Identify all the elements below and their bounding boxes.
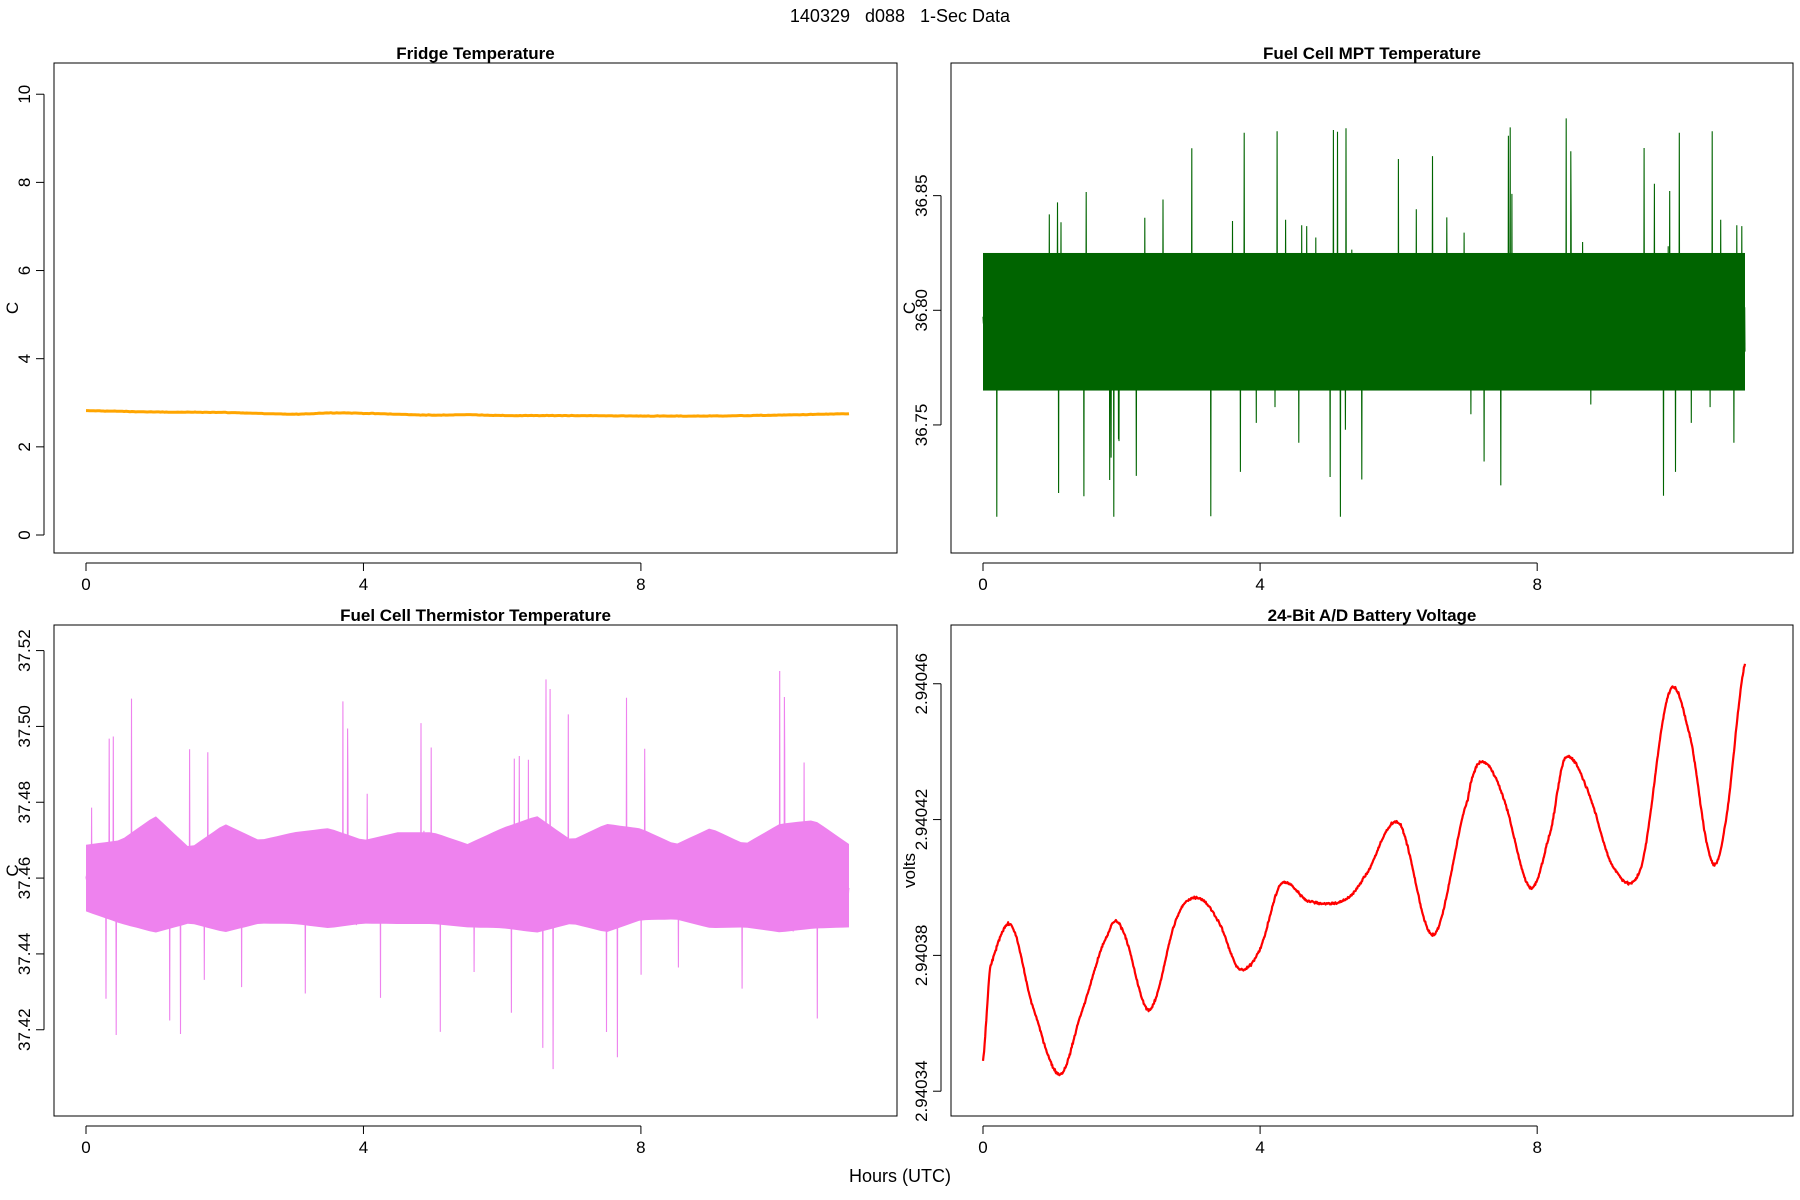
y-axis: 36.75 36.80 36.85 [912, 174, 942, 447]
y-axis-label: C [3, 864, 22, 876]
plot-frame [950, 624, 1794, 1117]
plot-frame [53, 624, 898, 1117]
y-tick-label: 36.75 [912, 404, 931, 447]
x-tick-label: 0 [81, 575, 90, 594]
panel-title: 24-Bit A/D Battery Voltage [1268, 606, 1477, 625]
panel-title: Fridge Temperature [396, 44, 554, 63]
series-trace [981, 663, 1747, 1077]
plot-frame [950, 62, 1794, 554]
x-tick-label: 0 [81, 1138, 90, 1157]
series-line [982, 118, 1746, 517]
y-axis: 37.42 37.44 37.46 37.48 37.50 37.52 [15, 629, 45, 1051]
x-tick-label: 4 [359, 1138, 368, 1157]
y-tick-label: 8 [15, 178, 34, 187]
y-axis-label: C [3, 302, 22, 314]
x-tick-label: 4 [359, 575, 368, 594]
x-axis: 0 4 8 [978, 562, 1542, 594]
x-tick-label: 4 [1255, 575, 1264, 594]
x-tick-label: 0 [978, 575, 987, 594]
x-tick-label: 8 [636, 575, 645, 594]
x-tick-label: 8 [1532, 575, 1541, 594]
y-axis: 0 2 4 6 8 10 [15, 85, 45, 540]
panel-0: Fridge Temperature C 0 4 8 0 2 4 6 8 10 [3, 44, 898, 594]
y-tick-label: 0 [15, 530, 34, 539]
y-tick-label: 36.80 [912, 289, 931, 332]
y-tick-label: 37.48 [15, 781, 34, 824]
x-axis: 0 4 8 [81, 1125, 646, 1157]
x-tick-label: 4 [1255, 1138, 1264, 1157]
main-title: 140329 d088 1-Sec Data [789, 6, 1011, 26]
x-tick-label: 8 [636, 1138, 645, 1157]
y-tick-label: 2.94046 [912, 653, 931, 714]
panel-3: 24-Bit A/D Battery Voltage volts 0 4 8 2.9403… [900, 606, 1794, 1157]
y-tick-label: 4 [15, 354, 34, 363]
plot-frame [53, 62, 898, 554]
y-tick-label: 37.52 [15, 629, 34, 672]
y-tick-label: 2.94034 [912, 1060, 931, 1121]
y-axis: 2.94034 2.94038 2.94042 2.94046 [912, 653, 942, 1122]
noise-core [86, 816, 849, 933]
y-axis-label: C [900, 302, 919, 314]
x-tick-label: 0 [978, 1138, 987, 1157]
panel-title: Fuel Cell Thermistor Temperature [340, 606, 611, 625]
x-axis: 0 4 8 [978, 1125, 1542, 1157]
x-axis: 0 4 8 [81, 562, 646, 594]
y-tick-label: 2 [15, 442, 34, 451]
series-line [86, 409, 850, 418]
y-tick-label: 37.42 [15, 1008, 34, 1051]
y-tick-label: 6 [15, 266, 34, 275]
x-axis-caption: Hours (UTC) [849, 1166, 951, 1186]
series-trace [86, 409, 850, 418]
y-axis-label: volts [900, 853, 919, 888]
series-line [981, 663, 1747, 1077]
panel-title: Fuel Cell MPT Temperature [1263, 44, 1481, 63]
y-tick-label: 37.44 [15, 933, 34, 976]
x-tick-label: 8 [1532, 1138, 1541, 1157]
y-tick-label: 37.50 [15, 705, 34, 748]
noise-core [983, 252, 1745, 391]
panel-2: Fuel Cell Thermistor Temperature C 0 4 8 37.4… [3, 606, 898, 1157]
y-tick-label: 2.94042 [912, 789, 931, 850]
y-tick-label: 10 [15, 85, 34, 104]
y-tick-label: 36.85 [912, 174, 931, 217]
y-tick-label: 37.46 [15, 857, 34, 900]
series-line [85, 670, 850, 1070]
y-tick-label: 2.94038 [912, 925, 931, 986]
